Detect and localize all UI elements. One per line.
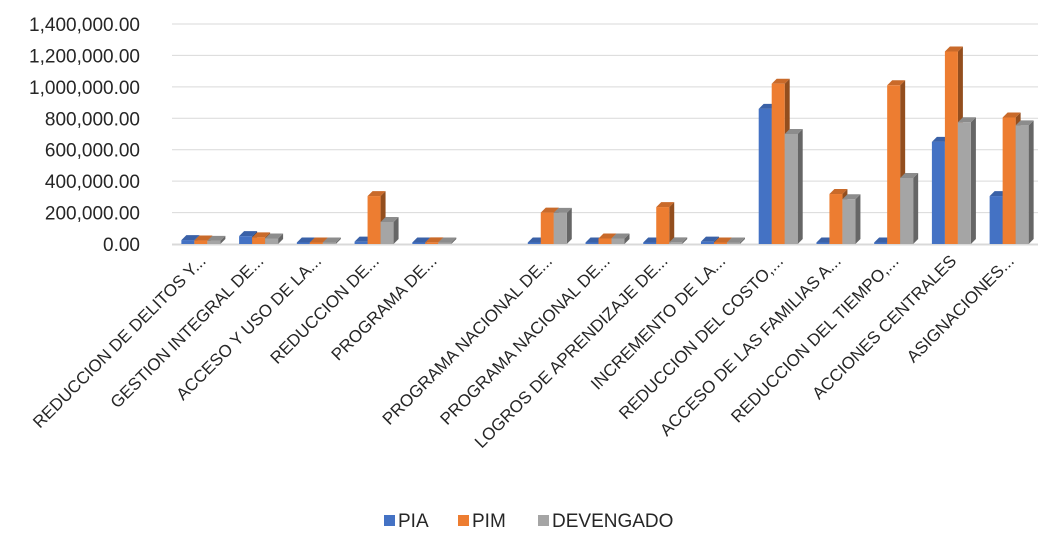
x-category-label: PROGRAMA DE... [328,251,441,364]
y-tick-label: 800,000.00 [45,109,140,130]
bar-devengado-6 [553,207,572,244]
bar-devengado-8 [669,237,688,244]
y-tick-label: 200,000.00 [45,204,140,225]
legend: PIA PIM DEVENGADO [384,511,673,532]
legend-swatch [458,515,469,526]
gridlines [172,23,1038,246]
x-category-label: ASIGNACIONES... [903,251,1018,366]
legend-label: DEVENGADO [552,511,673,532]
legend-swatch [538,515,549,526]
y-tick-label: 400,000.00 [45,172,140,193]
y-tick-label: 600,000.00 [45,141,140,162]
x-category-label: REDUCCION DE... [267,251,383,367]
legend-item-pia: PIA [384,511,429,532]
bar-devengado-9 [726,237,745,244]
bars [181,46,1034,245]
legend-item-devengado: DEVENGADO [538,511,673,532]
y-axis-ticks: 0.00 200,000.00 400,000.00 600,000.00 800,00… [29,15,140,256]
y-tick-label: 1,200,000.00 [29,46,140,67]
bar-devengado-4 [438,237,457,244]
legend-label: PIM [472,511,506,532]
bar-devengado-13 [957,117,976,244]
bar-pim-8 [656,202,675,244]
bar-devengado-3 [380,217,399,244]
bar-devengado-1 [265,233,284,244]
bar-devengado-0 [207,235,226,244]
x-axis-categories: REDUCCION DE DELITOS Y...GESTION INTEGRA… [29,251,1018,451]
bar-devengado-11 [842,194,861,244]
legend-label: PIA [398,511,429,532]
bar-devengado-2 [322,237,341,244]
legend-swatch [384,515,395,526]
bar-devengado-10 [784,129,803,244]
y-tick-label: 0.00 [103,235,140,256]
y-tick-label: 1,000,000.00 [29,78,140,99]
bar-devengado-14 [1015,120,1034,244]
bar-devengado-12 [900,173,919,244]
y-tick-label: 1,400,000.00 [29,15,140,36]
bar-devengado-7 [611,233,630,244]
legend-item-pim: PIM [458,511,506,532]
